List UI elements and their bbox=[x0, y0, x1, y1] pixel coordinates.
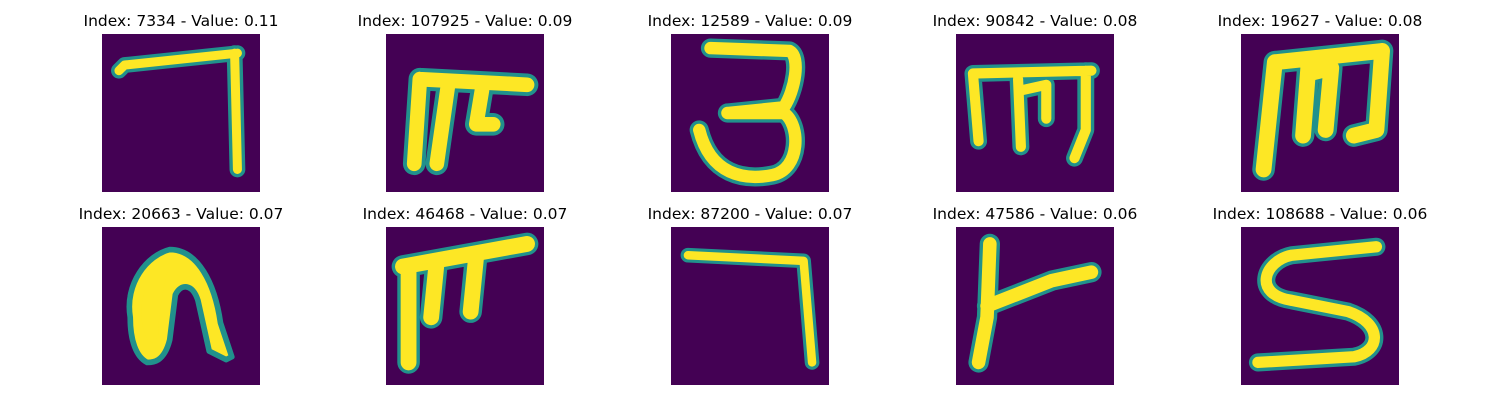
f-like-stroke-icon bbox=[386, 227, 544, 385]
m-like-stroke-icon bbox=[956, 34, 1114, 192]
panel-title: Index: 87200 - Value: 0.07 bbox=[647, 205, 853, 223]
panel-title: Index: 108688 - Value: 0.06 bbox=[1212, 205, 1428, 223]
panel-title: Index: 46468 - Value: 0.07 bbox=[362, 205, 568, 223]
panel-title: Index: 7334 - Value: 0.11 bbox=[83, 12, 279, 30]
seven-like-stroke-icon bbox=[102, 34, 260, 192]
m-like-bold-stroke-icon bbox=[1241, 34, 1399, 192]
s-like-stroke-icon bbox=[1241, 227, 1399, 385]
panel-title: Index: 107925 - Value: 0.09 bbox=[357, 12, 573, 30]
panel-title: Index: 12589 - Value: 0.09 bbox=[647, 12, 853, 30]
panel-title: Index: 19627 - Value: 0.08 bbox=[1217, 12, 1423, 30]
panel-title: Index: 90842 - Value: 0.08 bbox=[932, 12, 1138, 30]
pi-like-stroke-icon bbox=[386, 34, 544, 192]
y-like-stroke-icon bbox=[956, 227, 1114, 385]
seven-like-thin-stroke-icon bbox=[671, 227, 829, 385]
panel-title: Index: 20663 - Value: 0.07 bbox=[78, 205, 284, 223]
n-like-blob-icon bbox=[102, 227, 260, 385]
three-like-stroke-icon bbox=[671, 34, 829, 192]
panel-title: Index: 47586 - Value: 0.06 bbox=[932, 205, 1138, 223]
